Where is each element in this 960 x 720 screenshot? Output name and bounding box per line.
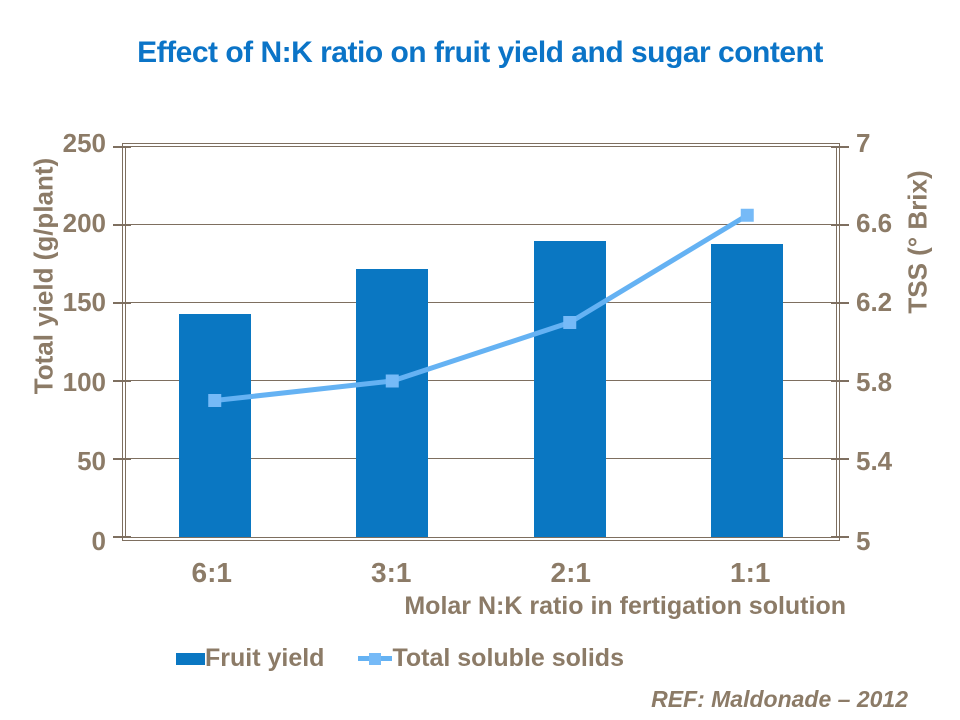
x-category-label-1:1: 1:1 bbox=[730, 557, 771, 588]
tick-right-0 bbox=[831, 536, 849, 538]
tick-left-50 bbox=[113, 458, 131, 460]
tick-right-100 bbox=[831, 380, 849, 382]
tss-line bbox=[214, 213, 749, 403]
tick-right-50 bbox=[831, 458, 849, 460]
right-tick-label-6.2: 6.2 bbox=[856, 287, 893, 318]
legend-label-total-soluble-solids: Total soluble solids bbox=[392, 644, 624, 672]
left-tick-label-50: 50 bbox=[77, 446, 106, 477]
left-tick-label-250: 250 bbox=[62, 128, 106, 158]
left-tick-label-100: 100 bbox=[62, 366, 106, 397]
tick-right-250 bbox=[831, 146, 849, 148]
gridline-100 bbox=[126, 380, 836, 381]
left-tick-label-150: 150 bbox=[62, 287, 106, 318]
fruit-yield-swatch-icon bbox=[176, 652, 205, 665]
tick-left-250 bbox=[113, 146, 131, 148]
gridline-150 bbox=[126, 302, 836, 303]
tick-left-0 bbox=[113, 536, 131, 538]
bar-1:1 bbox=[711, 243, 784, 537]
legend-item-total-soluble-solids: Total soluble solids bbox=[358, 644, 624, 673]
legend-item-fruit-yield: Fruit yield bbox=[176, 644, 324, 673]
x-category-label-6:1: 6:1 bbox=[191, 557, 232, 588]
x-category-label-3:1: 3:1 bbox=[371, 557, 412, 588]
bar-layer bbox=[126, 147, 836, 537]
x-category-label-2:1: 2:1 bbox=[550, 557, 591, 588]
tick-left-150 bbox=[113, 302, 131, 304]
right-tick-label-6.6: 6.6 bbox=[856, 207, 893, 238]
chart-title: Effect of N:K ratio on fruit yield and s… bbox=[137, 36, 823, 69]
legend: Fruit yield Total soluble solids bbox=[176, 644, 624, 673]
left-axis-tick-labels: 0 50 100 150 200 250 bbox=[0, 130, 106, 554]
right-tick-label-5.4: 5.4 bbox=[856, 446, 893, 477]
left-tick-label-0: 0 bbox=[91, 526, 106, 556]
tick-right-200 bbox=[831, 224, 849, 226]
gridline-layer bbox=[126, 147, 836, 537]
right-tick-label-7: 7 bbox=[856, 128, 871, 158]
x-axis-title: Molar N:K ratio in fertigation solution bbox=[404, 592, 846, 620]
tss-marker-2:1 bbox=[563, 316, 577, 329]
right-axis-tick-labels: 5 5.4 5.8 6.2 6.6 7 bbox=[856, 130, 956, 554]
bar-6:1 bbox=[178, 313, 251, 537]
bar-3:1 bbox=[356, 268, 429, 537]
gridline-50 bbox=[126, 458, 836, 459]
right-tick-label-5: 5 bbox=[856, 526, 871, 556]
tss-marker-1:1 bbox=[740, 208, 754, 222]
tss-marker-6:1 bbox=[208, 394, 222, 407]
right-tick-label-5.8: 5.8 bbox=[856, 366, 893, 397]
tick-right-150 bbox=[831, 302, 849, 304]
tick-left-100 bbox=[113, 380, 131, 382]
legend-label-fruit-yield: Fruit yield bbox=[205, 644, 325, 672]
reference-text: REF: Maldonade – 2012 bbox=[651, 686, 908, 712]
tick-left-200 bbox=[113, 224, 131, 226]
gridline-200 bbox=[126, 224, 836, 225]
tss-swatch-icon bbox=[358, 652, 393, 665]
tss-swatch-marker bbox=[369, 652, 382, 665]
plot-area bbox=[113, 143, 849, 541]
bar-2:1 bbox=[533, 240, 606, 537]
line-layer bbox=[208, 208, 754, 407]
tss-marker-3:1 bbox=[385, 374, 399, 388]
left-tick-label-200: 200 bbox=[62, 207, 106, 238]
x-axis-category-labels: 6:1 3:1 2:1 1:1 bbox=[122, 557, 840, 588]
